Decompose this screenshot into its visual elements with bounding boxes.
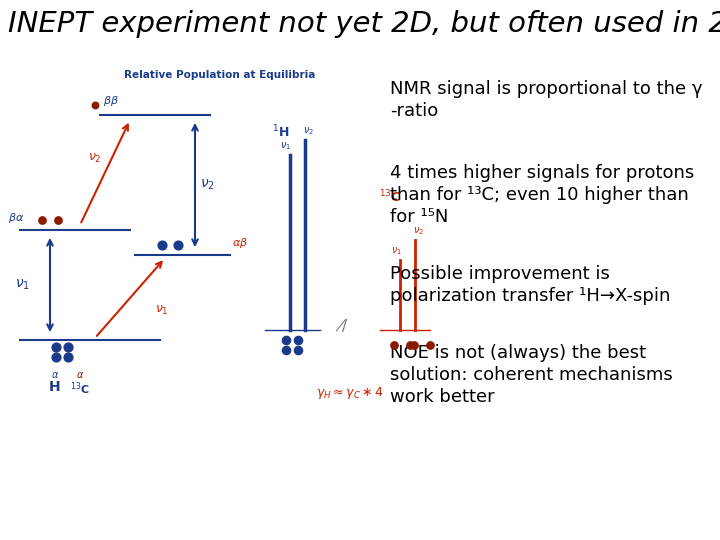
Text: $^{13}$C: $^{13}$C <box>70 380 90 396</box>
Text: $^{13}$C: $^{13}$C <box>379 188 401 205</box>
Point <box>280 336 292 345</box>
Point <box>62 343 73 352</box>
Text: than for ¹³C; even 10 higher than: than for ¹³C; even 10 higher than <box>390 186 689 204</box>
Text: $\alpha$: $\alpha$ <box>76 370 84 380</box>
Text: $\alpha\beta$: $\alpha\beta$ <box>232 236 248 250</box>
Point <box>50 343 62 352</box>
Point <box>292 336 304 345</box>
Text: $\nu_1$: $\nu_1$ <box>281 140 292 152</box>
Text: Relative Population at Equilibria: Relative Population at Equilibria <box>125 70 315 80</box>
Text: $^1$H: $^1$H <box>272 124 289 140</box>
Point <box>292 346 304 354</box>
Point <box>53 215 64 224</box>
Text: $\nu_2$: $\nu_2$ <box>302 125 313 137</box>
Text: NOE is not (always) the best: NOE is not (always) the best <box>390 344 646 362</box>
Text: $\nu_1$: $\nu_1$ <box>155 303 168 316</box>
Text: solution: coherent mechanisms: solution: coherent mechanisms <box>390 366 672 384</box>
Point <box>172 241 184 249</box>
Text: $\alpha$: $\alpha$ <box>51 370 59 380</box>
Point <box>50 353 62 361</box>
Text: $\nu_2$: $\nu_2$ <box>88 151 102 165</box>
Text: $\nu_2$: $\nu_2$ <box>413 225 423 237</box>
Text: $\beta\alpha$: $\beta\alpha$ <box>8 211 24 225</box>
Point <box>89 100 101 109</box>
Text: Possible improvement is: Possible improvement is <box>390 265 610 283</box>
Text: 4 times higher signals for protons: 4 times higher signals for protons <box>390 164 694 182</box>
Text: polarization transfer ¹H→X-spin: polarization transfer ¹H→X-spin <box>390 287 670 305</box>
Text: work better: work better <box>390 388 495 406</box>
Point <box>62 353 73 361</box>
Text: $\nu_2$: $\nu_2$ <box>200 178 215 192</box>
Text: $\gamma_H \approx \gamma_C \ast 4$: $\gamma_H \approx \gamma_C \ast 4$ <box>316 385 384 401</box>
Text: NMR signal is proportional to the γ: NMR signal is proportional to the γ <box>390 80 703 98</box>
Point <box>36 215 48 224</box>
Point <box>424 341 436 349</box>
Point <box>280 346 292 354</box>
Text: $\not\!\!/$: $\not\!\!/$ <box>336 316 348 334</box>
Point <box>156 241 168 249</box>
Text: INEPT experiment not yet 2D, but often used in 2D: INEPT experiment not yet 2D, but often u… <box>8 10 720 38</box>
Text: H: H <box>49 380 60 394</box>
Point <box>388 341 400 349</box>
Point <box>404 341 415 349</box>
Text: $\nu_1$: $\nu_1$ <box>15 278 30 292</box>
Point <box>408 341 420 349</box>
Text: -ratio: -ratio <box>390 102 438 120</box>
Text: $\beta\beta$: $\beta\beta$ <box>103 94 119 108</box>
Text: for ¹⁵N: for ¹⁵N <box>390 208 449 226</box>
Text: $\nu_1$: $\nu_1$ <box>392 245 402 257</box>
